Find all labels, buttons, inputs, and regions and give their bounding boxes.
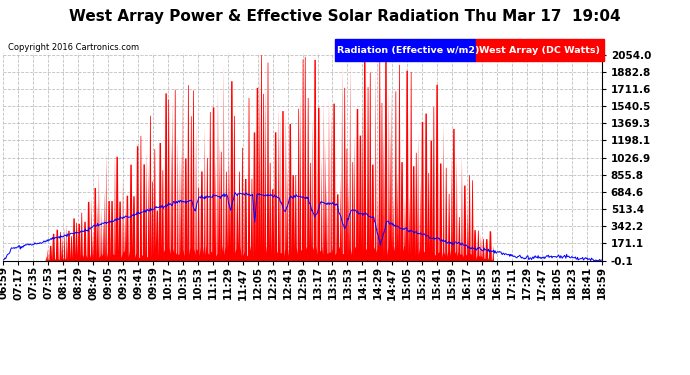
Text: Copyright 2016 Cartronics.com: Copyright 2016 Cartronics.com <box>8 43 139 52</box>
Text: Radiation (Effective w/m2): Radiation (Effective w/m2) <box>337 46 480 55</box>
Text: West Array Power & Effective Solar Radiation Thu Mar 17  19:04: West Array Power & Effective Solar Radia… <box>69 9 621 24</box>
Text: West Array (DC Watts): West Array (DC Watts) <box>479 46 600 55</box>
